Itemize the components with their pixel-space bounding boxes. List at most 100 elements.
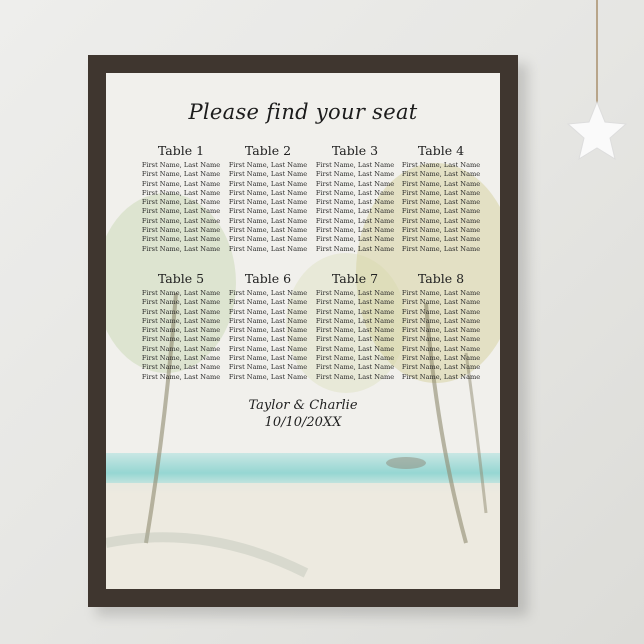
table-heading: Table 4 <box>417 143 465 158</box>
table-3-column: Table 3 First Name, Last Name First Name, … <box>310 143 400 254</box>
guest-name: First Name, Last Name <box>228 372 308 381</box>
guest-name: First Name, Last Name <box>228 198 308 207</box>
guest-name: First Name, Last Name <box>315 170 395 179</box>
guest-name: First Name, Last Name <box>228 335 308 344</box>
guest-name: First Name, Last Name <box>141 170 221 179</box>
table-8-column: Table 8 First Name, Last Name First Name, … <box>396 271 486 382</box>
guest-name: First Name, Last Name <box>315 216 395 225</box>
guest-name: First Name, Last Name <box>141 354 221 363</box>
guest-name: First Name, Last Name <box>141 216 221 225</box>
guest-name: First Name, Last Name <box>141 207 221 216</box>
guest-name: First Name, Last Name <box>228 316 308 325</box>
guest-name: First Name, Last Name <box>401 198 481 207</box>
guest-name: First Name, Last Name <box>315 188 395 197</box>
guest-name: First Name, Last Name <box>315 179 395 188</box>
guest-name: First Name, Last Name <box>228 326 308 335</box>
guest-name: First Name, Last Name <box>315 326 395 335</box>
guest-name: First Name, Last Name <box>141 289 221 297</box>
guest-name: First Name, Last Name <box>315 244 395 253</box>
guest-name: First Name, Last Name <box>141 161 221 169</box>
table-2-column: Table 2 First Name, Last Name First Name, … <box>223 143 313 254</box>
guest-name: First Name, Last Name <box>315 354 395 363</box>
star-ornament-icon <box>566 100 628 161</box>
guest-name: First Name, Last Name <box>401 307 481 316</box>
guest-name: First Name, Last Name <box>141 316 221 325</box>
guest-name: First Name, Last Name <box>228 289 308 297</box>
guest-name: First Name, Last Name <box>315 161 395 169</box>
guest-name: First Name, Last Name <box>228 170 308 179</box>
table-7-column: Table 7 First Name, Last Name First Name, … <box>310 271 400 382</box>
guest-name: First Name, Last Name <box>401 179 481 188</box>
table-6-column: Table 6 First Name, Last Name First Name, … <box>223 271 313 382</box>
guest-name: First Name, Last Name <box>315 207 395 216</box>
guest-name: First Name, Last Name <box>401 244 481 253</box>
guest-name: First Name, Last Name <box>228 207 308 216</box>
guest-name: First Name, Last Name <box>401 298 481 307</box>
guest-name: First Name, Last Name <box>401 207 481 216</box>
table-5-column: Table 5 First Name, Last Name First Name, … <box>136 271 226 382</box>
guest-name: First Name, Last Name <box>315 344 395 353</box>
guest-name: First Name, Last Name <box>228 298 308 307</box>
guest-name: First Name, Last Name <box>141 326 221 335</box>
guest-name: First Name, Last Name <box>315 335 395 344</box>
table-heading: Table 2 <box>244 143 292 158</box>
guest-name: First Name, Last Name <box>315 235 395 244</box>
guest-name: First Name, Last Name <box>315 198 395 207</box>
guest-name: First Name, Last Name <box>315 307 395 316</box>
couple-names: Taylor & Charlie <box>248 398 358 413</box>
guest-name: First Name, Last Name <box>228 179 308 188</box>
guest-name: First Name, Last Name <box>141 235 221 244</box>
guest-name: First Name, Last Name <box>315 316 395 325</box>
guest-name: First Name, Last Name <box>228 354 308 363</box>
guest-name: First Name, Last Name <box>141 188 221 197</box>
guest-name: First Name, Last Name <box>401 170 481 179</box>
guest-name: First Name, Last Name <box>401 316 481 325</box>
guest-name: First Name, Last Name <box>401 344 481 353</box>
guest-name: First Name, Last Name <box>141 179 221 188</box>
guest-name: First Name, Last Name <box>315 372 395 381</box>
guest-name: First Name, Last Name <box>228 226 308 235</box>
guest-name: First Name, Last Name <box>315 289 395 297</box>
guest-name: First Name, Last Name <box>401 335 481 344</box>
guest-name: First Name, Last Name <box>141 226 221 235</box>
guest-name: First Name, Last Name <box>401 326 481 335</box>
table-heading: Table 6 <box>244 271 292 286</box>
guest-name: First Name, Last Name <box>228 235 308 244</box>
picture-frame: Please find your seat Table 1 First Name,… <box>88 55 518 607</box>
guest-name: First Name, Last Name <box>228 216 308 225</box>
poster-title: Please find your seat <box>188 100 418 124</box>
guest-name: First Name, Last Name <box>228 363 308 372</box>
wedding-date: 10/10/20XX <box>264 415 342 430</box>
guest-name: First Name, Last Name <box>141 344 221 353</box>
guest-name: First Name, Last Name <box>315 298 395 307</box>
guest-name: First Name, Last Name <box>141 198 221 207</box>
table-heading: Table 7 <box>331 271 379 286</box>
guest-name: First Name, Last Name <box>141 244 221 253</box>
table-heading: Table 5 <box>157 271 205 286</box>
guest-name: First Name, Last Name <box>401 216 481 225</box>
guest-name: First Name, Last Name <box>401 289 481 297</box>
guest-name: First Name, Last Name <box>401 363 481 372</box>
guest-name: First Name, Last Name <box>401 161 481 169</box>
guest-name: First Name, Last Name <box>228 307 308 316</box>
guest-name: First Name, Last Name <box>228 188 308 197</box>
guest-name: First Name, Last Name <box>141 372 221 381</box>
guest-name: First Name, Last Name <box>141 307 221 316</box>
guest-name: First Name, Last Name <box>401 354 481 363</box>
hanging-string <box>596 0 598 110</box>
guest-name: First Name, Last Name <box>401 235 481 244</box>
table-heading: Table 8 <box>417 271 465 286</box>
guest-name: First Name, Last Name <box>228 161 308 169</box>
seating-chart-poster: Please find your seat Table 1 First Name,… <box>106 73 500 589</box>
guest-name: First Name, Last Name <box>141 363 221 372</box>
guest-name: First Name, Last Name <box>315 226 395 235</box>
guest-name: First Name, Last Name <box>228 344 308 353</box>
guest-name: First Name, Last Name <box>141 298 221 307</box>
guest-name: First Name, Last Name <box>401 226 481 235</box>
guest-name: First Name, Last Name <box>228 244 308 253</box>
guest-name: First Name, Last Name <box>401 372 481 381</box>
guest-name: First Name, Last Name <box>315 363 395 372</box>
couple-block: Taylor & Charlie 10/10/20XX <box>106 397 500 431</box>
table-1-column: Table 1 First Name, Last Name First Name, … <box>136 143 226 254</box>
guest-name: First Name, Last Name <box>401 188 481 197</box>
